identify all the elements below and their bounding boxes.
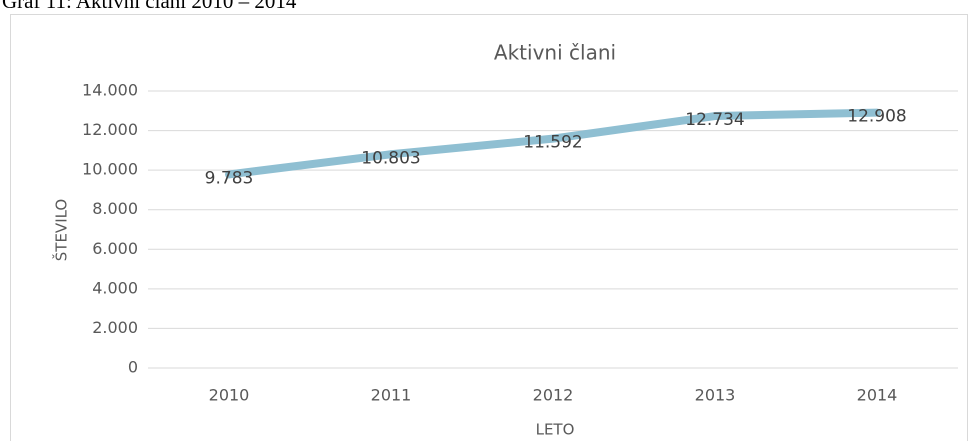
x-tick-label: 2011 bbox=[371, 386, 412, 405]
data-label: 10.803 bbox=[361, 148, 420, 168]
chart-title: Aktivni člani bbox=[494, 41, 616, 65]
x-tick-label: 2010 bbox=[209, 386, 250, 405]
x-tick-label: 2014 bbox=[857, 386, 898, 405]
x-tick-label: 2013 bbox=[695, 386, 736, 405]
data-label: 12.908 bbox=[847, 107, 906, 127]
y-tick-label: 4.000 bbox=[92, 278, 138, 297]
y-tick-label: 8.000 bbox=[92, 199, 138, 218]
data-label: 9.783 bbox=[205, 168, 254, 188]
y-tick-label: 0 bbox=[128, 358, 138, 377]
y-tick-label: 14.000 bbox=[82, 81, 138, 100]
y-tick-label: 10.000 bbox=[82, 160, 138, 179]
data-label: 11.592 bbox=[523, 133, 582, 153]
x-tick-label: 2012 bbox=[533, 386, 574, 405]
y-tick-label: 6.000 bbox=[92, 239, 138, 258]
y-axis-label: ŠTEVILO bbox=[52, 199, 71, 261]
data-label: 12.734 bbox=[685, 110, 744, 130]
x-axis-label: LETO bbox=[536, 421, 575, 439]
caption: Graf 11: Aktivni člani 2010 – 2014 bbox=[2, 0, 297, 13]
chart-frame bbox=[10, 14, 968, 441]
y-tick-label: 12.000 bbox=[82, 120, 138, 139]
line bbox=[225, 108, 881, 179]
y-tick-label: 2.000 bbox=[92, 318, 138, 337]
